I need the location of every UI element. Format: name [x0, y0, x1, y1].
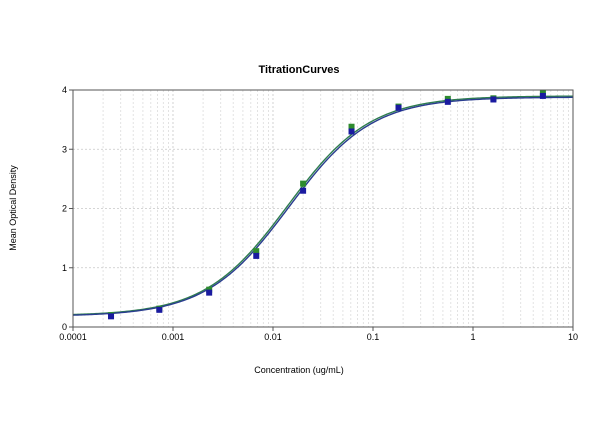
data-point [300, 180, 307, 187]
data-point [348, 128, 355, 135]
x-tick-label: 10 [568, 332, 578, 342]
x-tick-label: 0.01 [264, 332, 282, 342]
data-point [490, 96, 497, 103]
data-point [348, 123, 355, 130]
x-axis-label: Concentration (ug/mL) [254, 365, 344, 375]
data-point [395, 104, 402, 111]
data-point [206, 289, 213, 296]
fit-curves [72, 95, 574, 316]
gridlines [73, 90, 573, 327]
fit-curve [72, 96, 574, 316]
x-tick-label: 1 [470, 332, 475, 342]
x-tick-label: 0.0001 [59, 332, 87, 342]
y-tick-label: 4 [62, 85, 67, 95]
y-tick-label: 2 [62, 204, 67, 214]
chart-title: TitrationCurves [258, 64, 339, 76]
y-tick-label: 3 [62, 144, 67, 154]
fit-curve [72, 95, 574, 316]
data-points [108, 89, 546, 320]
data-point [108, 313, 115, 320]
y-axis-label: Mean Optical Density [8, 165, 18, 251]
y-tick-label: 0 [62, 322, 67, 332]
data-point [253, 248, 260, 255]
x-axis-ticks: 0.0001 0.001 0.01 0.1 1 10 [59, 327, 578, 342]
data-point [253, 252, 260, 259]
data-point [300, 187, 307, 194]
y-tick-label: 1 [62, 263, 67, 273]
x-tick-label: 0.1 [367, 332, 380, 342]
data-point [444, 98, 451, 105]
data-point [539, 92, 546, 99]
data-point [156, 306, 163, 313]
x-tick-label: 0.001 [162, 332, 185, 342]
y-axis-ticks: 0 1 2 3 4 [62, 85, 73, 332]
